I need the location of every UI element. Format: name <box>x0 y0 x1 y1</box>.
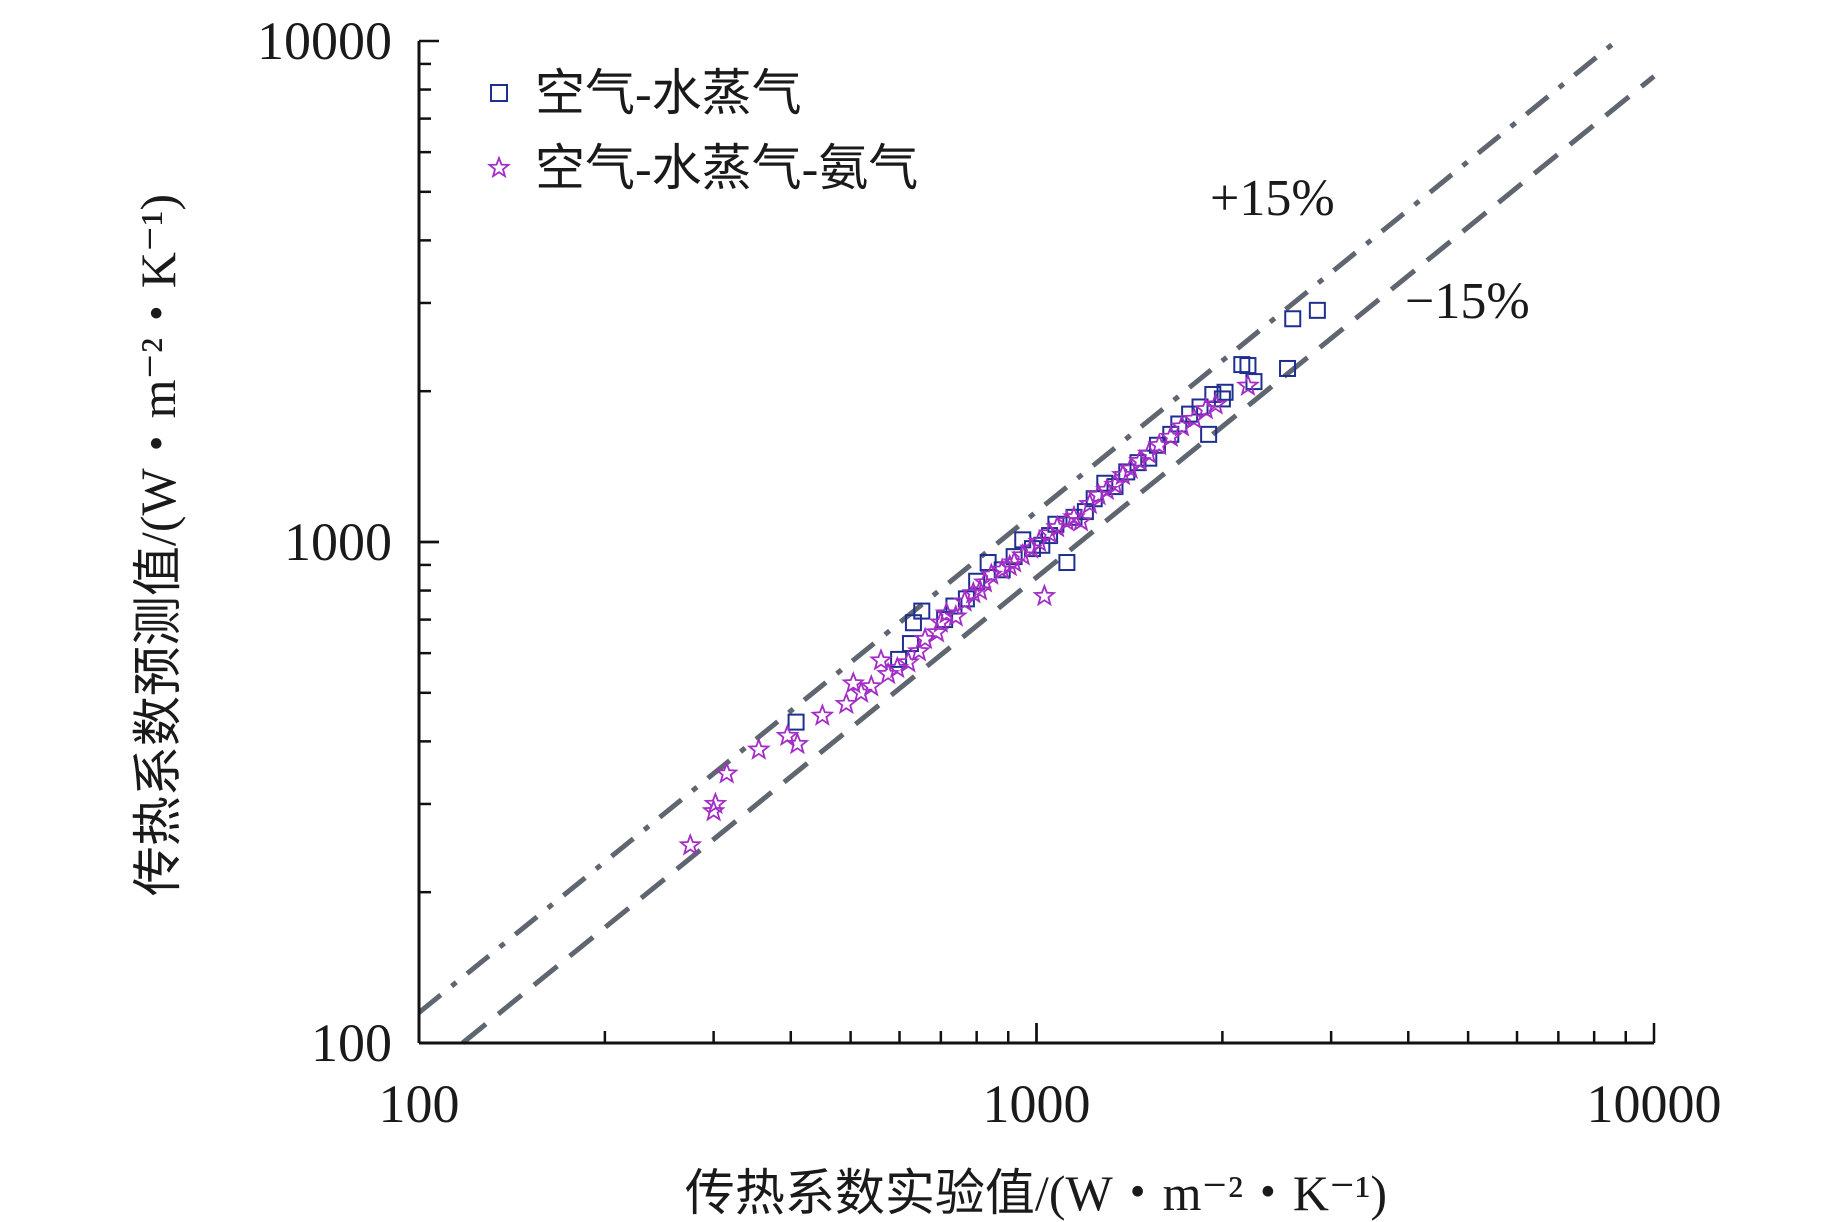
data-point-star <box>1127 448 1152 472</box>
data-point-star <box>678 832 703 856</box>
data-point-star <box>1032 583 1057 607</box>
data-point-square <box>1005 548 1023 566</box>
legend-star-shape <box>487 155 511 179</box>
data-point-star <box>1068 508 1093 532</box>
y-tick-label: 1000 <box>284 512 392 572</box>
data-point-square <box>1233 356 1251 374</box>
data-point-star <box>841 670 866 694</box>
data-point-square <box>1106 478 1124 496</box>
x-tick-label: 100 <box>379 1074 460 1134</box>
data-point-square <box>1216 383 1234 401</box>
data-point-star <box>1110 462 1135 486</box>
data-point-star <box>1118 456 1143 479</box>
lower-band-label: −15% <box>1405 273 1530 330</box>
reference-lines <box>417 39 1656 1045</box>
data-point-star <box>1103 472 1127 496</box>
data-point-star <box>1010 542 1035 566</box>
data-point-square <box>1279 359 1297 377</box>
legend: 空气-水蒸气 空气-水蒸气-氨气 <box>487 65 918 196</box>
x-tick-label: 1000 <box>983 1074 1091 1134</box>
data-point-star <box>1094 477 1119 501</box>
data-point-star <box>1037 520 1062 544</box>
data-point-star <box>1235 373 1260 397</box>
upper-band-label: +15% <box>1210 170 1335 227</box>
data-point-star <box>906 638 931 662</box>
data-point-star <box>1193 396 1218 420</box>
y-axis-title: 传热系数预测值/(W・m⁻²・K⁻¹) <box>130 194 186 896</box>
data-point-star <box>1086 482 1111 506</box>
data-point-star <box>1002 549 1027 573</box>
data-point-star <box>834 691 859 715</box>
data-point-star <box>869 647 893 671</box>
y-tick-label: 100 <box>311 1013 392 1073</box>
legend-star-marker <box>487 155 511 179</box>
data-point-star <box>810 703 835 726</box>
data-point-star <box>703 791 728 815</box>
legend-square-marker <box>490 84 508 102</box>
data-point-square <box>1284 310 1302 328</box>
data-point-square <box>1096 474 1114 492</box>
data-point-star <box>876 661 901 685</box>
data-point-star <box>1045 514 1070 538</box>
data-point-square <box>1308 301 1326 319</box>
data-point-square <box>913 602 931 620</box>
minus-15-percent-line <box>461 74 1656 1045</box>
data-point-star <box>1019 536 1044 559</box>
data-point-square <box>1200 425 1218 443</box>
tick-labels: 100 1000 10000 100 1000 10000 <box>257 11 1722 1134</box>
data-point-square <box>1140 449 1158 467</box>
data-points <box>678 301 1326 856</box>
data-point-star <box>785 731 810 755</box>
axis-ticks <box>417 39 1656 1045</box>
x-tick-label: 10000 <box>1587 1074 1722 1134</box>
legend-label-series-1: 空气-水蒸气 <box>535 65 802 121</box>
data-point-star <box>896 649 921 673</box>
data-point-star <box>714 761 739 784</box>
y-tick-label: 10000 <box>257 11 392 71</box>
data-point-square <box>1058 554 1076 572</box>
data-point-star <box>943 603 968 627</box>
data-point-square <box>1041 527 1059 545</box>
data-point-star <box>849 680 874 703</box>
plus-15-percent-line <box>417 39 1619 1015</box>
data-point-square <box>968 572 986 590</box>
x-axis-title: 传热系数实验值/(W・m⁻²・K⁻¹) <box>685 1165 1387 1221</box>
legend-label-series-2: 空气-水蒸气-氨气 <box>535 140 918 196</box>
data-point-square <box>1239 357 1257 375</box>
data-point-star <box>746 737 771 760</box>
data-point-square <box>787 713 805 731</box>
data-point-star <box>859 673 884 697</box>
data-point-star <box>1203 392 1228 415</box>
